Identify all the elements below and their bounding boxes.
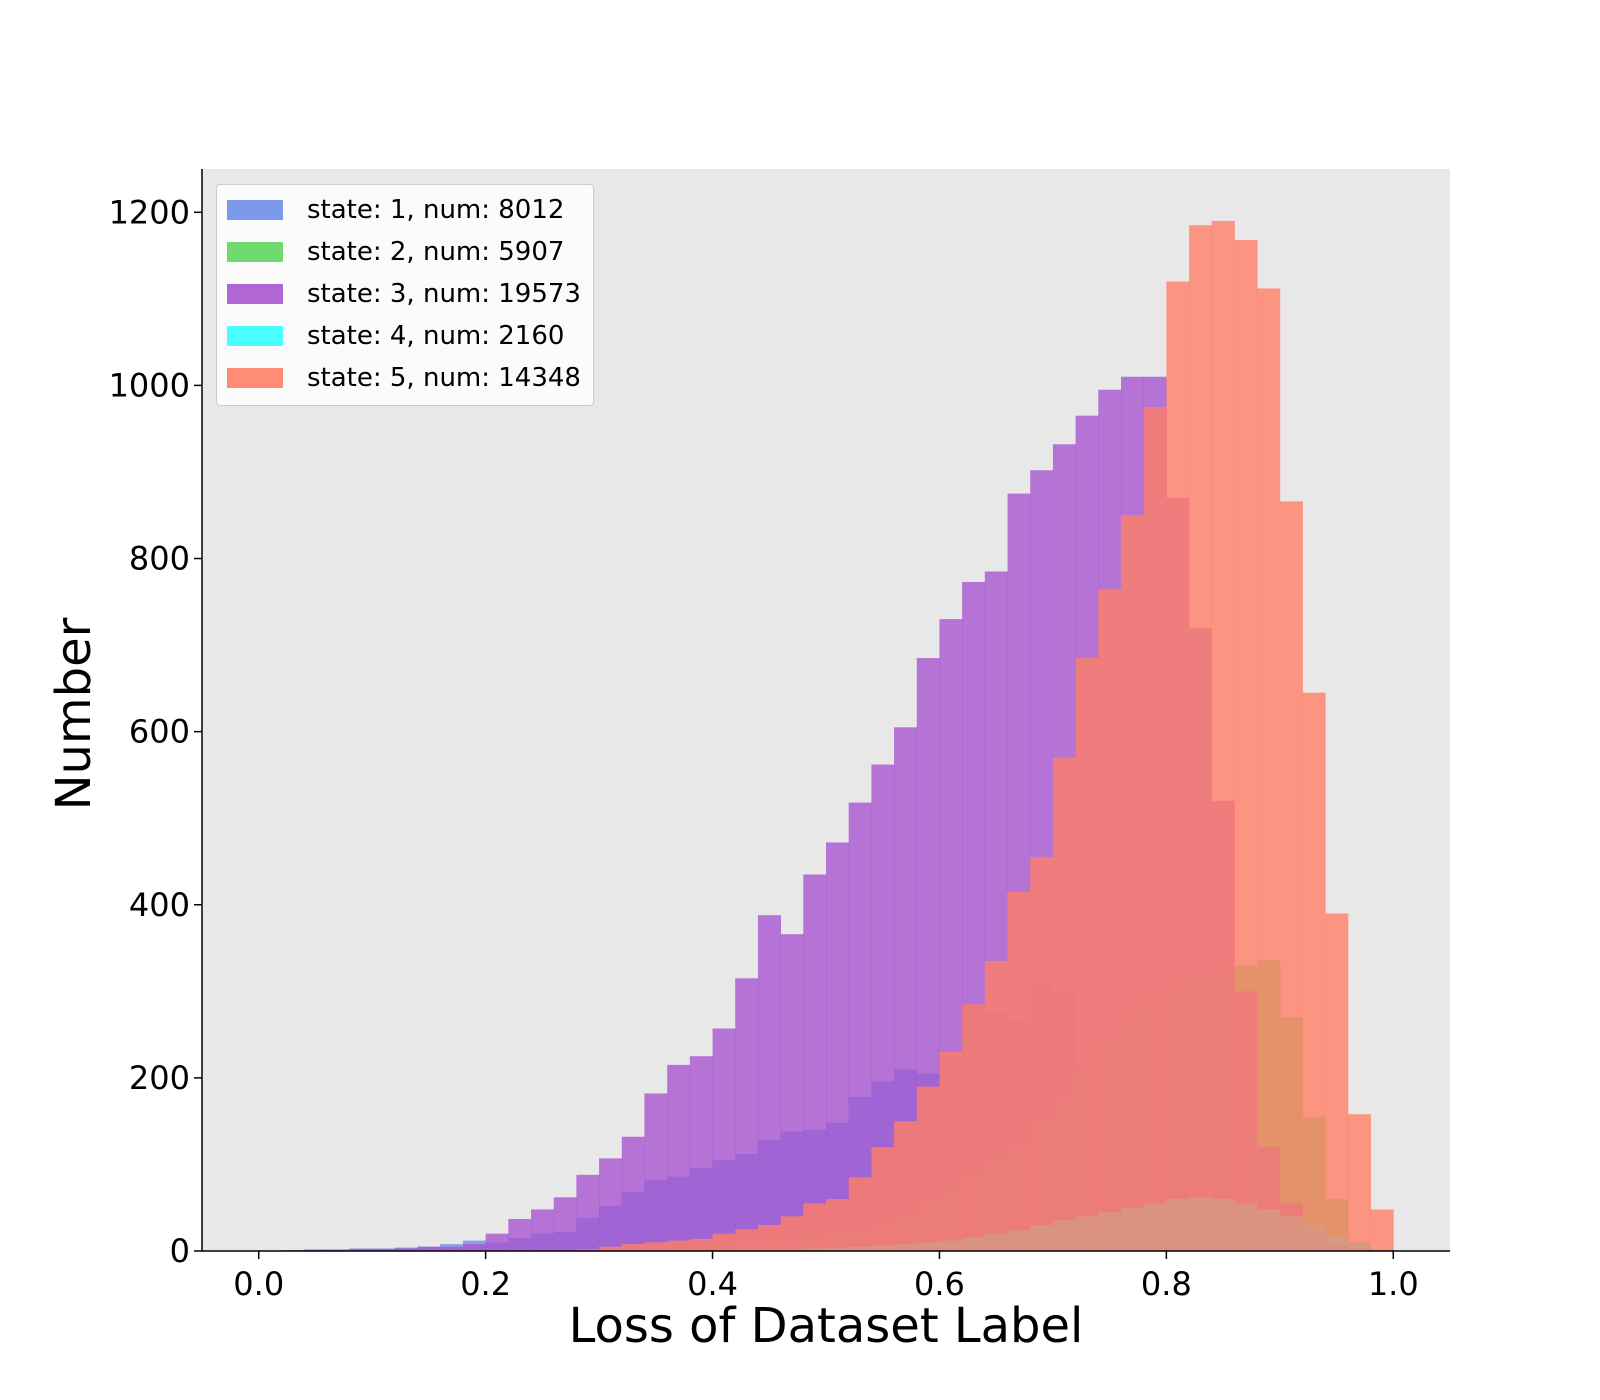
histogram-bar — [962, 1004, 986, 1251]
histogram-bar — [1075, 658, 1099, 1251]
histogram-bar — [599, 1246, 623, 1251]
legend-item: state: 1, num: 8012 — [227, 189, 581, 231]
histogram-bar — [621, 1244, 645, 1251]
histogram-bar — [1007, 891, 1031, 1251]
histogram-bar — [848, 802, 872, 1251]
histogram-bar — [667, 1240, 691, 1251]
histogram-bar — [757, 1225, 782, 1251]
histogram-bar — [712, 1028, 736, 1251]
histogram-bar — [1098, 588, 1122, 1251]
chart-legend: state: 1, num: 8012 state: 2, num: 5907 … — [216, 184, 594, 406]
histogram-bar — [417, 1246, 441, 1251]
y-tick-label: 200 — [129, 1059, 190, 1097]
histogram-bar — [1257, 288, 1281, 1251]
y-tick-label: 1200 — [109, 193, 190, 231]
series-5 — [576, 220, 1394, 1252]
histogram-bar — [1302, 692, 1326, 1251]
histogram-bar — [576, 1249, 600, 1251]
legend-item: state: 4, num: 2160 — [227, 315, 581, 357]
histogram-bar — [644, 1093, 668, 1251]
legend-item: state: 2, num: 5907 — [227, 231, 581, 273]
histogram-bar — [576, 1174, 600, 1251]
histogram-bar — [1120, 515, 1145, 1251]
legend-label: state: 3, num: 19573 — [307, 279, 581, 309]
legend-item: state: 5, num: 14348 — [227, 357, 581, 399]
histogram-bar — [1325, 913, 1349, 1251]
histogram-bar — [735, 1229, 759, 1251]
legend-swatch — [227, 200, 283, 220]
histogram-bar — [871, 764, 895, 1251]
legend-label: state: 4, num: 2160 — [307, 321, 565, 351]
y-tick-label: 1000 — [109, 366, 190, 404]
histogram-bar — [689, 1056, 713, 1251]
y-tick-label: 600 — [129, 713, 190, 751]
y-tick-label: 800 — [129, 540, 190, 578]
histogram-bar — [984, 961, 1008, 1251]
histogram-bar — [780, 934, 804, 1251]
histogram-bar — [1189, 225, 1213, 1251]
legend-label: state: 1, num: 8012 — [307, 195, 565, 225]
x-tick-label: 0.4 — [687, 1265, 738, 1303]
histogram-bar — [644, 1242, 668, 1251]
x-tick-label: 1.0 — [1368, 1265, 1419, 1303]
histogram-bar — [871, 1147, 895, 1251]
histogram-bar — [826, 842, 850, 1251]
histogram-bar — [394, 1248, 418, 1251]
legend-swatch — [227, 242, 283, 262]
histogram-bars — [281, 220, 1394, 1252]
histogram-bar — [531, 1209, 555, 1251]
histogram-bar — [894, 727, 918, 1251]
histogram-bar — [848, 1177, 872, 1251]
histogram-bar — [508, 1218, 532, 1251]
histogram-bar — [349, 1249, 373, 1251]
histogram-bar — [1211, 220, 1235, 1252]
legend-label: state: 2, num: 5907 — [307, 237, 565, 267]
x-tick-label: 0.6 — [914, 1265, 965, 1303]
histogram-bar — [780, 1216, 804, 1251]
legend-item: state: 3, num: 19573 — [227, 273, 581, 315]
histogram-bar — [1030, 857, 1054, 1251]
histogram-bar — [1234, 239, 1258, 1252]
histogram-bar — [667, 1064, 691, 1251]
y-axis-title: Number — [46, 617, 102, 811]
histogram-bar — [1143, 407, 1167, 1251]
histogram-bar — [1052, 757, 1076, 1251]
legend-swatch — [227, 326, 283, 346]
histogram-bar — [485, 1233, 509, 1251]
histogram-bar — [1166, 281, 1190, 1251]
x-tick-label: 0.2 — [460, 1265, 511, 1303]
histogram-bar — [916, 1086, 940, 1251]
histogram-bar — [803, 874, 827, 1251]
histogram-bar — [621, 1136, 645, 1251]
histogram-bar — [826, 1199, 850, 1251]
histogram-bar — [553, 1197, 577, 1251]
x-tick-label: 0.8 — [1141, 1265, 1192, 1303]
histogram-bar — [712, 1233, 736, 1251]
histogram-bar — [939, 1051, 963, 1251]
histogram-bar — [735, 978, 759, 1251]
y-tick-label: 0 — [170, 1232, 190, 1270]
legend-swatch — [227, 284, 283, 304]
histogram-bar — [1347, 1114, 1371, 1251]
histogram-bar — [894, 1121, 918, 1251]
histogram-bar — [757, 915, 782, 1251]
legend-label: state: 5, num: 14348 — [307, 363, 581, 393]
x-axis-ticks: 0.0 0.2 0.4 0.6 0.8 1.0 — [233, 1251, 1419, 1303]
histogram-bar — [372, 1249, 396, 1251]
histogram-bar — [689, 1238, 713, 1251]
x-axis-title: Loss of Dataset Label — [568, 1298, 1084, 1354]
histogram-bar — [440, 1246, 464, 1251]
y-tick-label: 400 — [129, 886, 190, 924]
histogram-bar — [803, 1203, 827, 1251]
legend-swatch — [227, 368, 283, 388]
histogram-bar — [599, 1158, 623, 1251]
histogram-bar — [1370, 1209, 1394, 1251]
y-axis-ticks: 0 200 400 600 800 1000 1200 — [109, 193, 202, 1270]
x-tick-label: 0.0 — [233, 1265, 284, 1303]
histogram-bar — [1279, 501, 1303, 1251]
histogram-bar — [462, 1244, 487, 1251]
